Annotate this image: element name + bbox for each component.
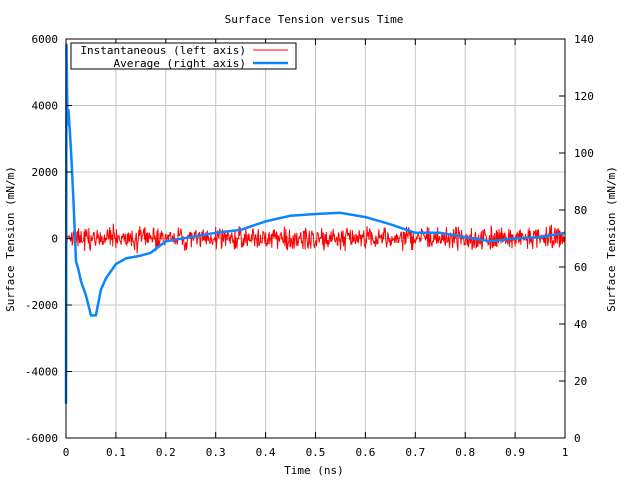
y2-tick-label: 40 xyxy=(574,318,587,331)
y-tick-label: -6000 xyxy=(25,432,58,445)
y2-tick-label: 60 xyxy=(574,261,587,274)
y2-tick-label: 20 xyxy=(574,375,587,388)
ticks: 0 0.1 0.2 0.3 0.4 0.5 0.6 0.7 0.8 0.9 1 -6000 -4000 -… xyxy=(25,33,594,459)
x-tick-label: 0.9 xyxy=(505,446,525,459)
series-layer xyxy=(64,43,566,404)
y-tick-label: -4000 xyxy=(25,366,58,379)
y2-tick-label: 120 xyxy=(574,90,594,103)
x-tick-label: 0.6 xyxy=(355,446,375,459)
y-tick-label: 4000 xyxy=(32,100,59,113)
y2-axis-label: Surface Tension (mN/m) xyxy=(605,166,618,312)
y-tick-label: 6000 xyxy=(32,33,59,46)
x-tick-label: 0.8 xyxy=(455,446,475,459)
y-tick-label: -2000 xyxy=(25,299,58,312)
y2-tick-label: 100 xyxy=(574,147,594,160)
instantaneous-series-line xyxy=(65,223,566,254)
y2-tick-label: 140 xyxy=(574,33,594,46)
legend: Instantaneous (left axis) Average (right… xyxy=(70,42,297,70)
legend-label-average: Average (right axis) xyxy=(114,57,246,70)
x-tick-label: 0 xyxy=(63,446,70,459)
y-tick-label: 2000 xyxy=(32,166,59,179)
chart-title: Surface Tension versus Time xyxy=(225,13,404,26)
x-tick-label: 0.7 xyxy=(405,446,425,459)
y-tick-label: 0 xyxy=(51,233,58,246)
x-tick-label: 0.3 xyxy=(206,446,226,459)
x-tick-label: 0.2 xyxy=(156,446,176,459)
x-tick-label: 1 xyxy=(562,446,569,459)
y-axis-label: Surface Tension (mN/m) xyxy=(4,166,17,312)
x-tick-label: 0.5 xyxy=(306,446,326,459)
legend-box xyxy=(70,42,297,70)
x-tick-label: 0.4 xyxy=(256,446,276,459)
y2-tick-label: 0 xyxy=(574,432,581,445)
legend-label-instantaneous: Instantaneous (left axis) xyxy=(80,44,246,57)
x-tick-label: 0.1 xyxy=(106,446,126,459)
y2-tick-label: 80 xyxy=(574,204,587,217)
x-axis-label: Time (ns) xyxy=(284,464,344,477)
